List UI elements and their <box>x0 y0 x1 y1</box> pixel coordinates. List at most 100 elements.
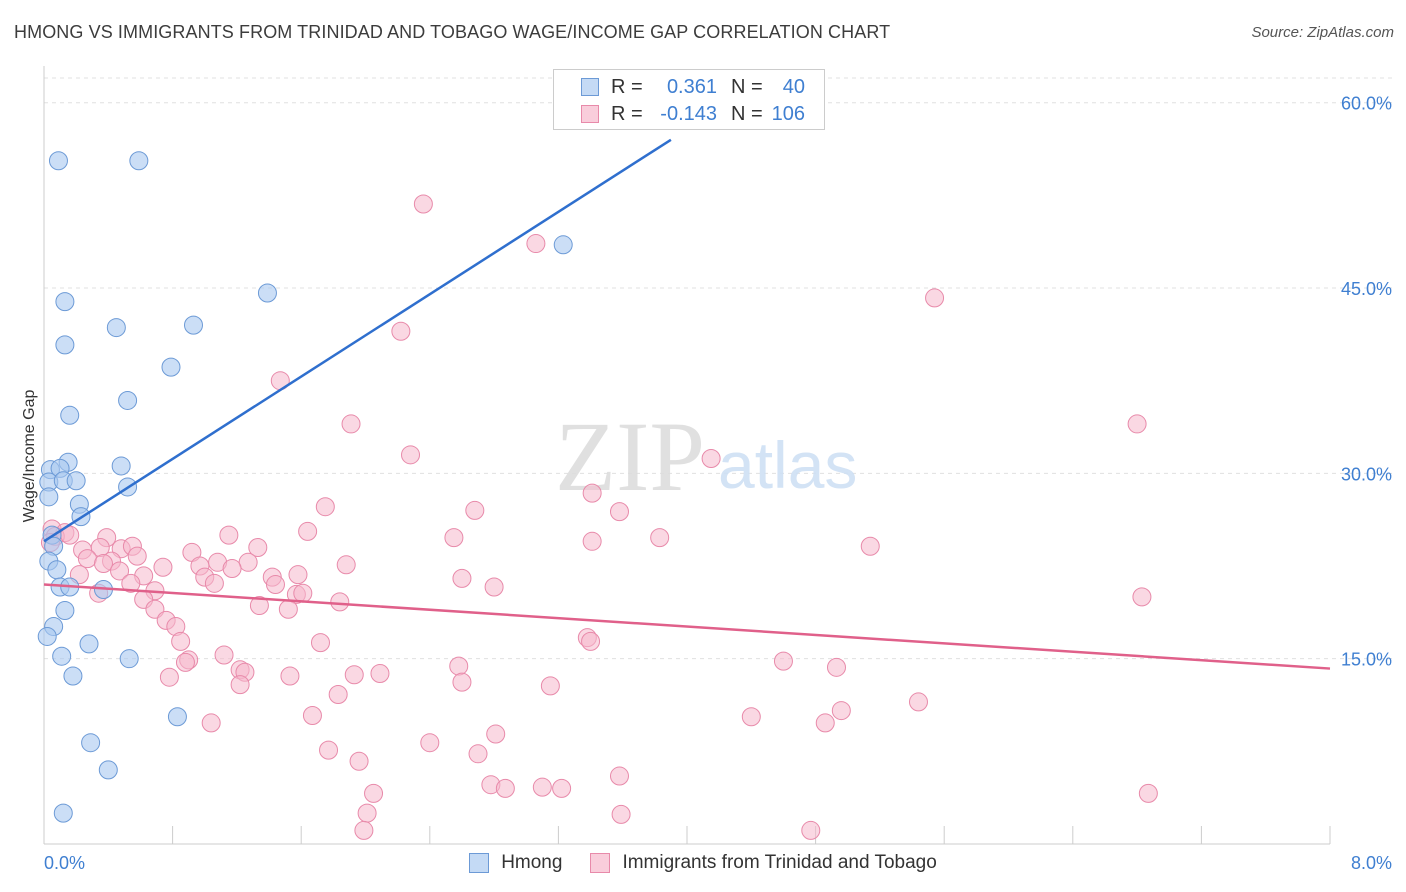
data-point-tt <box>1127 414 1147 434</box>
data-point-tt <box>127 546 147 566</box>
data-point-tt <box>214 645 234 665</box>
data-point-tt <box>701 449 721 469</box>
data-point-hmong <box>183 315 203 335</box>
data-point-tt <box>230 675 250 695</box>
legend-r-label: R = <box>611 75 643 98</box>
data-point-tt <box>153 557 173 577</box>
data-point-tt <box>452 568 472 588</box>
data-point-hmong <box>118 390 138 410</box>
data-point-tt <box>222 558 242 578</box>
series-tt-points <box>40 194 1158 840</box>
series-hmong-points <box>37 151 573 823</box>
data-point-tt <box>552 778 572 798</box>
data-point-hmong <box>60 405 80 425</box>
legend-n-value: 106 <box>771 102 805 125</box>
x-tick-label: 8.0% <box>1351 853 1392 873</box>
legend-label-tt: Immigrants from Trinidad and Tobago <box>622 852 937 873</box>
data-point-tt <box>288 565 308 585</box>
legend-n-label: N = <box>731 75 763 98</box>
data-point-hmong <box>55 335 75 355</box>
legend-swatch-tt <box>581 105 599 123</box>
legend-swatch-tt <box>590 853 611 873</box>
data-point-tt <box>526 234 546 254</box>
data-point-tt <box>201 713 221 733</box>
data-point-tt <box>265 575 285 595</box>
data-point-tt <box>420 733 440 753</box>
data-point-tt <box>908 692 928 712</box>
data-point-tt <box>315 497 335 517</box>
data-point-hmong <box>63 666 83 686</box>
source-credit: Source: ZipAtlas.com <box>1251 24 1394 41</box>
data-point-hmong <box>81 733 101 753</box>
legend-n-label: N = <box>731 102 763 125</box>
data-point-tt <box>171 631 191 651</box>
data-point-tt <box>298 521 318 541</box>
data-point-tt <box>1138 783 1158 803</box>
legend-item-tt[interactable]: Immigrants from Trinidad and Tobago <box>590 852 937 874</box>
data-point-hmong <box>167 707 187 727</box>
data-point-tt <box>611 804 631 824</box>
data-point-tt <box>413 194 433 214</box>
series-legend: Hmong Immigrants from Trinidad and Tobag… <box>0 852 1406 874</box>
watermark: ZIP atlas <box>555 401 857 512</box>
data-point-tt <box>741 707 761 727</box>
data-point-hmong <box>37 626 57 646</box>
data-point-tt <box>484 577 504 597</box>
data-point-tt <box>609 766 629 786</box>
legend-r-label: R = <box>611 102 643 125</box>
data-point-tt <box>815 713 835 733</box>
legend-item-hmong[interactable]: Hmong <box>469 852 562 874</box>
correlation-legend: R = 0.361 N = 40 R = -0.143 N = 106 <box>553 69 825 130</box>
legend-r-value: 0.361 <box>666 75 717 98</box>
data-point-tt <box>280 666 300 686</box>
watermark-zip: ZIP <box>555 401 705 512</box>
data-point-tt <box>581 631 601 651</box>
data-point-tt <box>773 651 793 671</box>
trend-line-hmong <box>43 138 672 543</box>
data-point-tt <box>1132 587 1152 607</box>
data-point-tt <box>925 288 945 308</box>
data-point-tt <box>336 555 356 575</box>
data-point-tt <box>801 820 821 840</box>
data-point-tt <box>249 596 269 616</box>
data-point-tt <box>486 724 506 744</box>
data-point-tt <box>344 665 364 685</box>
data-point-hmong <box>79 634 99 654</box>
data-point-tt <box>93 554 113 574</box>
data-point-tt <box>444 528 464 548</box>
data-point-tt <box>449 656 469 676</box>
data-point-tt <box>357 803 377 823</box>
data-point-tt <box>302 706 322 726</box>
legend-n-value: 40 <box>782 75 805 98</box>
data-point-tt <box>159 667 179 687</box>
data-point-tt <box>219 525 239 545</box>
data-point-tt <box>204 573 224 593</box>
legend-r-value: -0.143 <box>660 102 717 125</box>
data-point-hmong <box>106 318 126 338</box>
data-point-tt <box>341 414 361 434</box>
legend-swatch-hmong <box>469 853 490 873</box>
data-point-tt <box>121 573 141 593</box>
watermark-atlas: atlas <box>718 428 857 502</box>
chart-title: HMONG VS IMMIGRANTS FROM TRINIDAD AND TO… <box>14 22 891 42</box>
data-point-hmong <box>47 560 67 580</box>
data-point-tt <box>468 744 488 764</box>
data-point-tt <box>364 783 384 803</box>
x-tick-label: 0.0% <box>44 853 85 873</box>
data-point-tt <box>175 652 195 672</box>
trend-lines <box>43 138 1331 670</box>
y-tick-label: 30.0% <box>1341 464 1392 484</box>
data-point-tt <box>238 552 258 572</box>
legend-label-hmong: Hmong <box>501 852 563 873</box>
data-point-hmong <box>66 471 86 491</box>
data-point-tt <box>370 664 390 684</box>
data-point-hmong <box>129 151 149 171</box>
data-point-tt <box>582 483 602 503</box>
data-point-tt <box>826 657 846 677</box>
data-point-tt <box>401 445 421 465</box>
data-point-tt <box>354 820 374 840</box>
y-tick-label: 15.0% <box>1341 650 1392 670</box>
data-point-tt <box>831 701 851 721</box>
data-point-tt <box>293 583 313 603</box>
